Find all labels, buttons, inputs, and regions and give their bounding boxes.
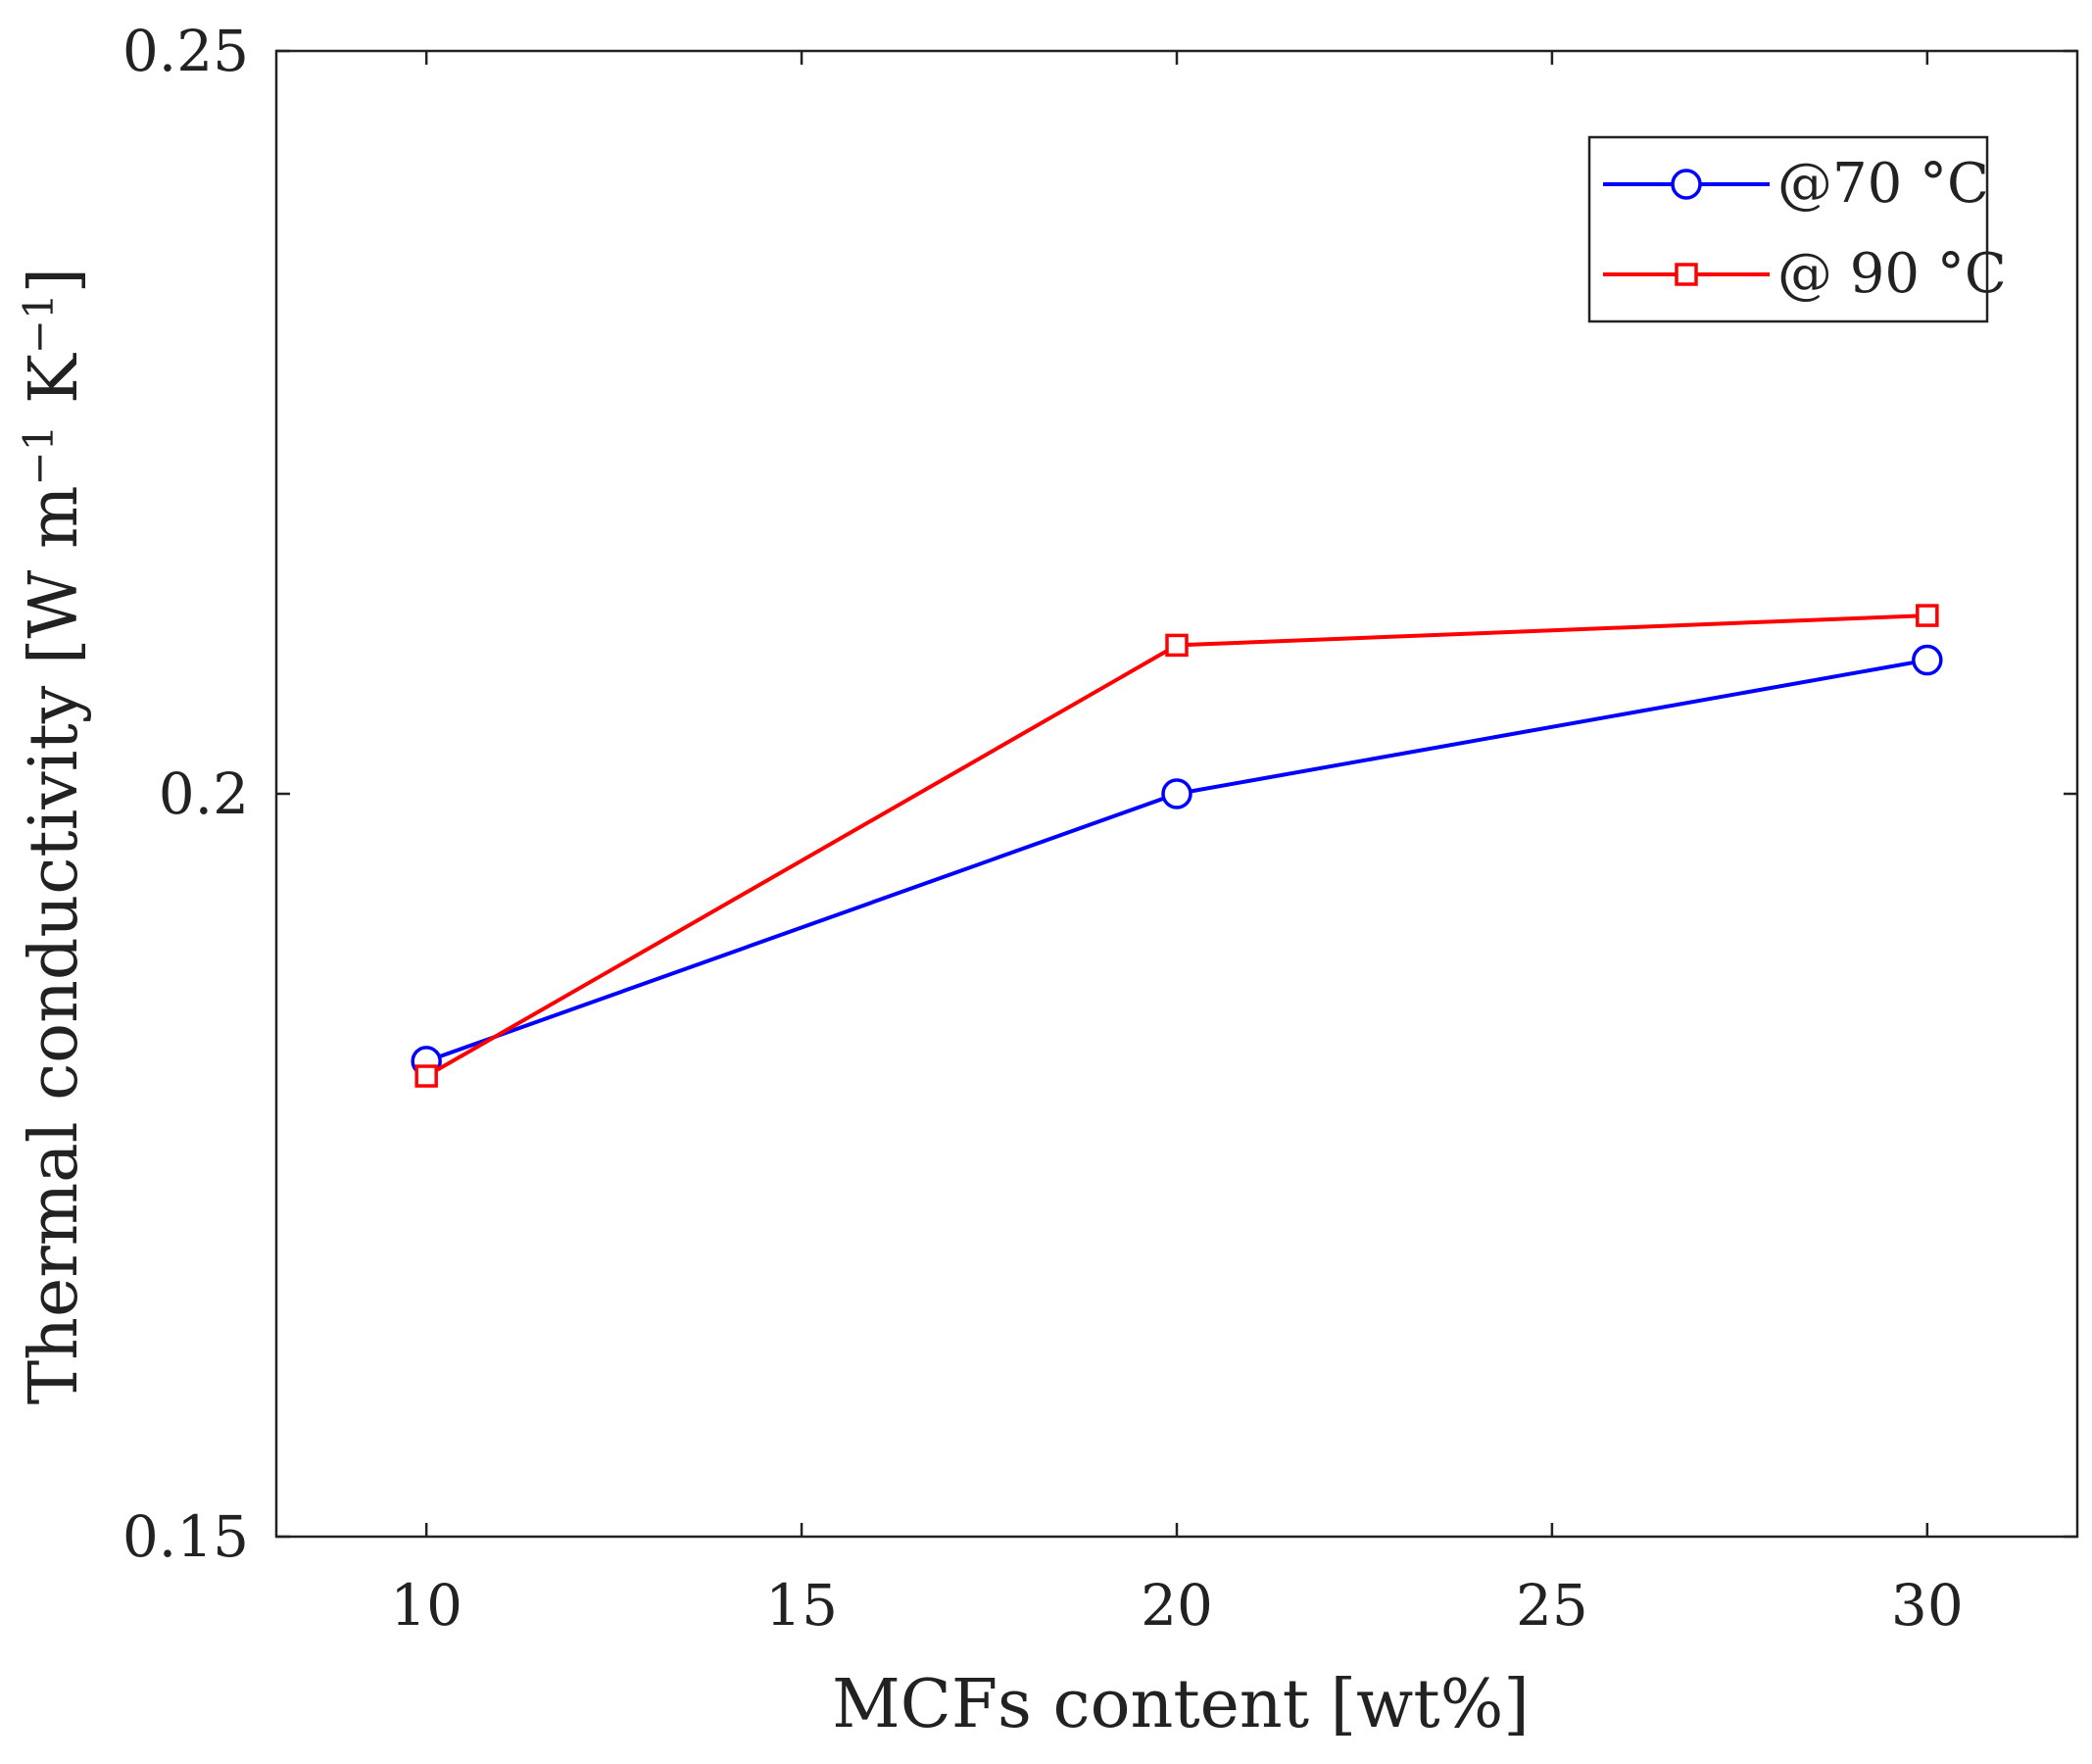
data-point	[1161, 778, 1192, 809]
series-line	[425, 658, 1928, 1063]
data-point	[1165, 633, 1189, 658]
legend-marker	[1675, 263, 1698, 286]
series-layer	[411, 604, 1943, 1088]
series-circle	[411, 644, 1943, 1077]
series-square	[414, 604, 1939, 1088]
y-axis-title-end: ]	[16, 268, 93, 294]
y-axis-title-exp1: −1	[15, 425, 63, 486]
y-axis-title-exp2: −1	[15, 293, 63, 354]
y-axis-title: Thermal conductivity [W m−1 K−1]	[15, 268, 93, 1404]
x-tick-label: 10	[390, 1572, 462, 1639]
y-axis-title-main: Thermal conductivity [W m	[16, 486, 93, 1405]
y-tick-label: 0.15	[122, 1503, 249, 1570]
legend-label: @70 °C	[1777, 152, 1989, 216]
data-point	[1916, 604, 1939, 627]
legend-item: @70 °C	[1603, 152, 1989, 216]
legend: @70 °C @ 90 °C	[1587, 135, 2007, 323]
legend-marker	[1671, 169, 1702, 200]
x-tick-label: 15	[765, 1572, 838, 1639]
data-point	[414, 1064, 438, 1088]
x-tick-label: 30	[1891, 1572, 1964, 1639]
axes-layer: 10 15 20 25 30 0.15 0.2 0.25	[122, 18, 2077, 1639]
x-tick-label: 20	[1141, 1572, 1213, 1639]
x-axis-title: MCFs content [wt%]	[832, 1666, 1530, 1743]
x-tick-label: 25	[1516, 1572, 1588, 1639]
data-point	[1912, 644, 1943, 676]
y-axis-title-mid: K	[16, 353, 93, 425]
y-tick-label: 0.25	[122, 18, 249, 84]
legend-label: @ 90 °C	[1777, 242, 2007, 306]
legend-box	[1587, 135, 1989, 323]
series-line	[425, 613, 1927, 1078]
legend-item: @ 90 °C	[1603, 242, 2007, 306]
y-tick-label: 0.2	[159, 760, 249, 827]
